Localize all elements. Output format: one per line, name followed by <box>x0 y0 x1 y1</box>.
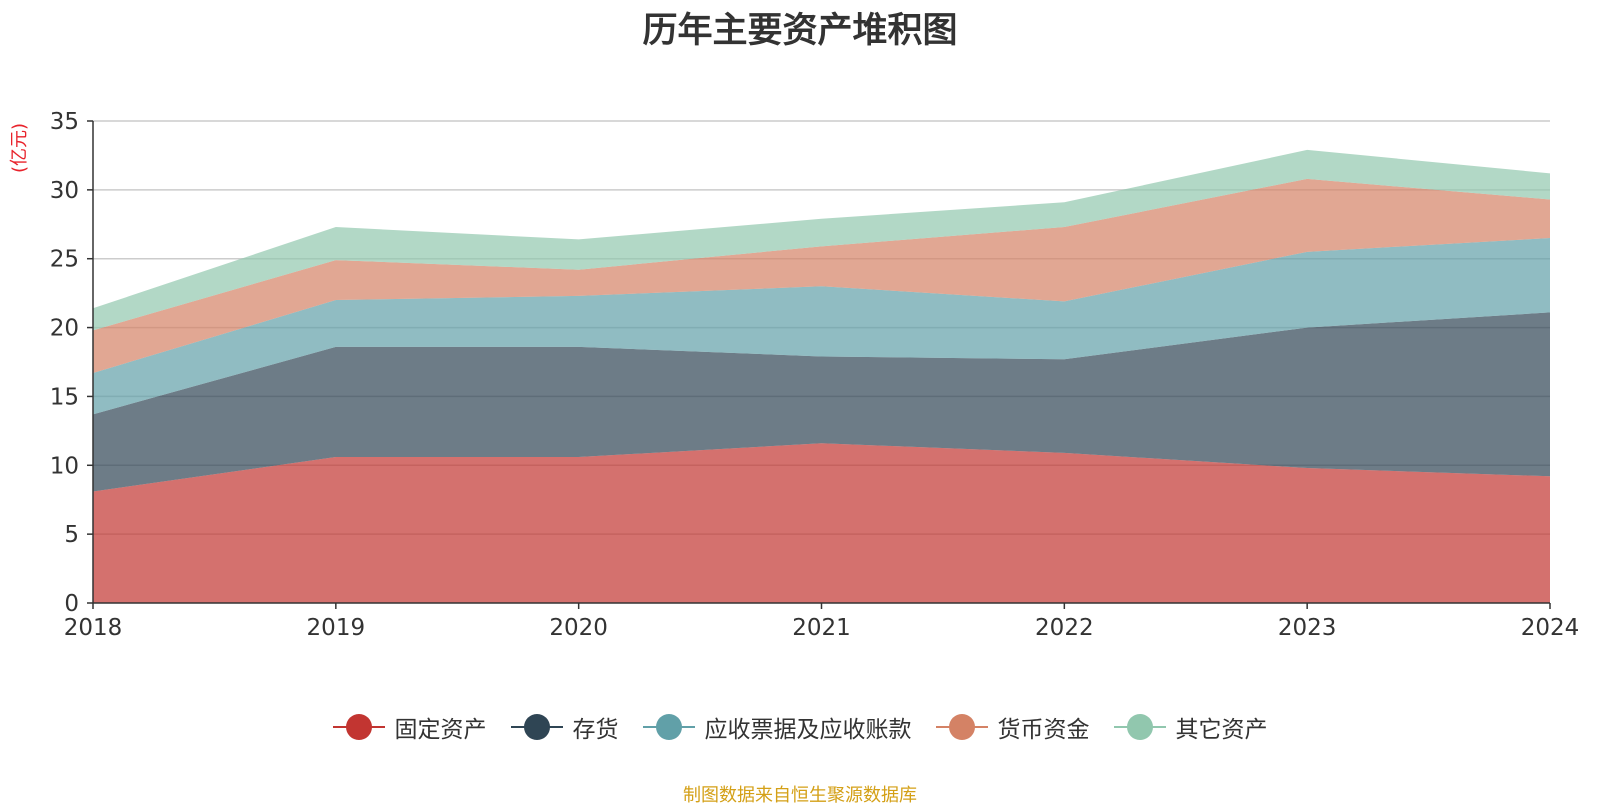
x-tick-label: 2018 <box>64 615 123 641</box>
y-tick-label: 5 <box>64 522 79 548</box>
y-tick-label: 20 <box>50 316 79 342</box>
area-series-4 <box>93 149 1550 331</box>
legend-item-0[interactable]: 固定资产 <box>332 710 487 744</box>
area-series-2 <box>93 238 1550 415</box>
legend-marker <box>642 714 695 740</box>
x-tick-label: 2020 <box>549 615 608 641</box>
legend-marker <box>332 714 385 740</box>
x-tick-label: 2019 <box>307 615 366 641</box>
legend-item-3[interactable]: 货币资金 <box>935 710 1090 744</box>
area-series-3 <box>93 178 1550 374</box>
y-tick-label: 10 <box>50 453 79 479</box>
legend-item-4[interactable]: 其它资产 <box>1113 710 1268 744</box>
x-tick-label: 2021 <box>792 615 851 641</box>
legend-marker <box>510 714 563 740</box>
legend-label: 应收票据及应收账款 <box>704 717 912 743</box>
y-tick-label: 0 <box>64 591 79 617</box>
x-tick-label: 2023 <box>1278 615 1337 641</box>
stacked-area-chart: 0 5 10 15 20 25 30 35 2018 2019 2020 2021 2022 2023 20… <box>50 109 1580 641</box>
x-tick-label: 2022 <box>1035 615 1094 641</box>
y-tick-label: 25 <box>50 247 79 273</box>
legend-marker <box>1113 714 1166 740</box>
chart-legend: 固定资产 存货 应收票据及应收账款 货币资金 其它资产 <box>0 710 1600 744</box>
legend-item-2[interactable]: 应收票据及应收账款 <box>642 710 912 744</box>
y-tick-label: 35 <box>50 109 79 135</box>
legend-label: 其它资产 <box>1175 717 1268 743</box>
area-series-0 <box>93 443 1550 603</box>
legend-label: 固定资产 <box>394 717 487 743</box>
legend-item-1[interactable]: 存货 <box>510 710 619 744</box>
legend-label: 存货 <box>572 717 619 743</box>
y-tick-label: 15 <box>50 384 79 410</box>
legend-label: 货币资金 <box>997 717 1090 743</box>
y-tick-label: 30 <box>50 178 79 204</box>
x-tick-label: 2024 <box>1521 615 1580 641</box>
area-series-1 <box>93 312 1550 492</box>
chart-title: 历年主要资产堆积图 <box>642 11 958 51</box>
legend-marker <box>935 714 988 740</box>
data-source-note: 制图数据来自恒生聚源数据库 <box>683 785 917 806</box>
